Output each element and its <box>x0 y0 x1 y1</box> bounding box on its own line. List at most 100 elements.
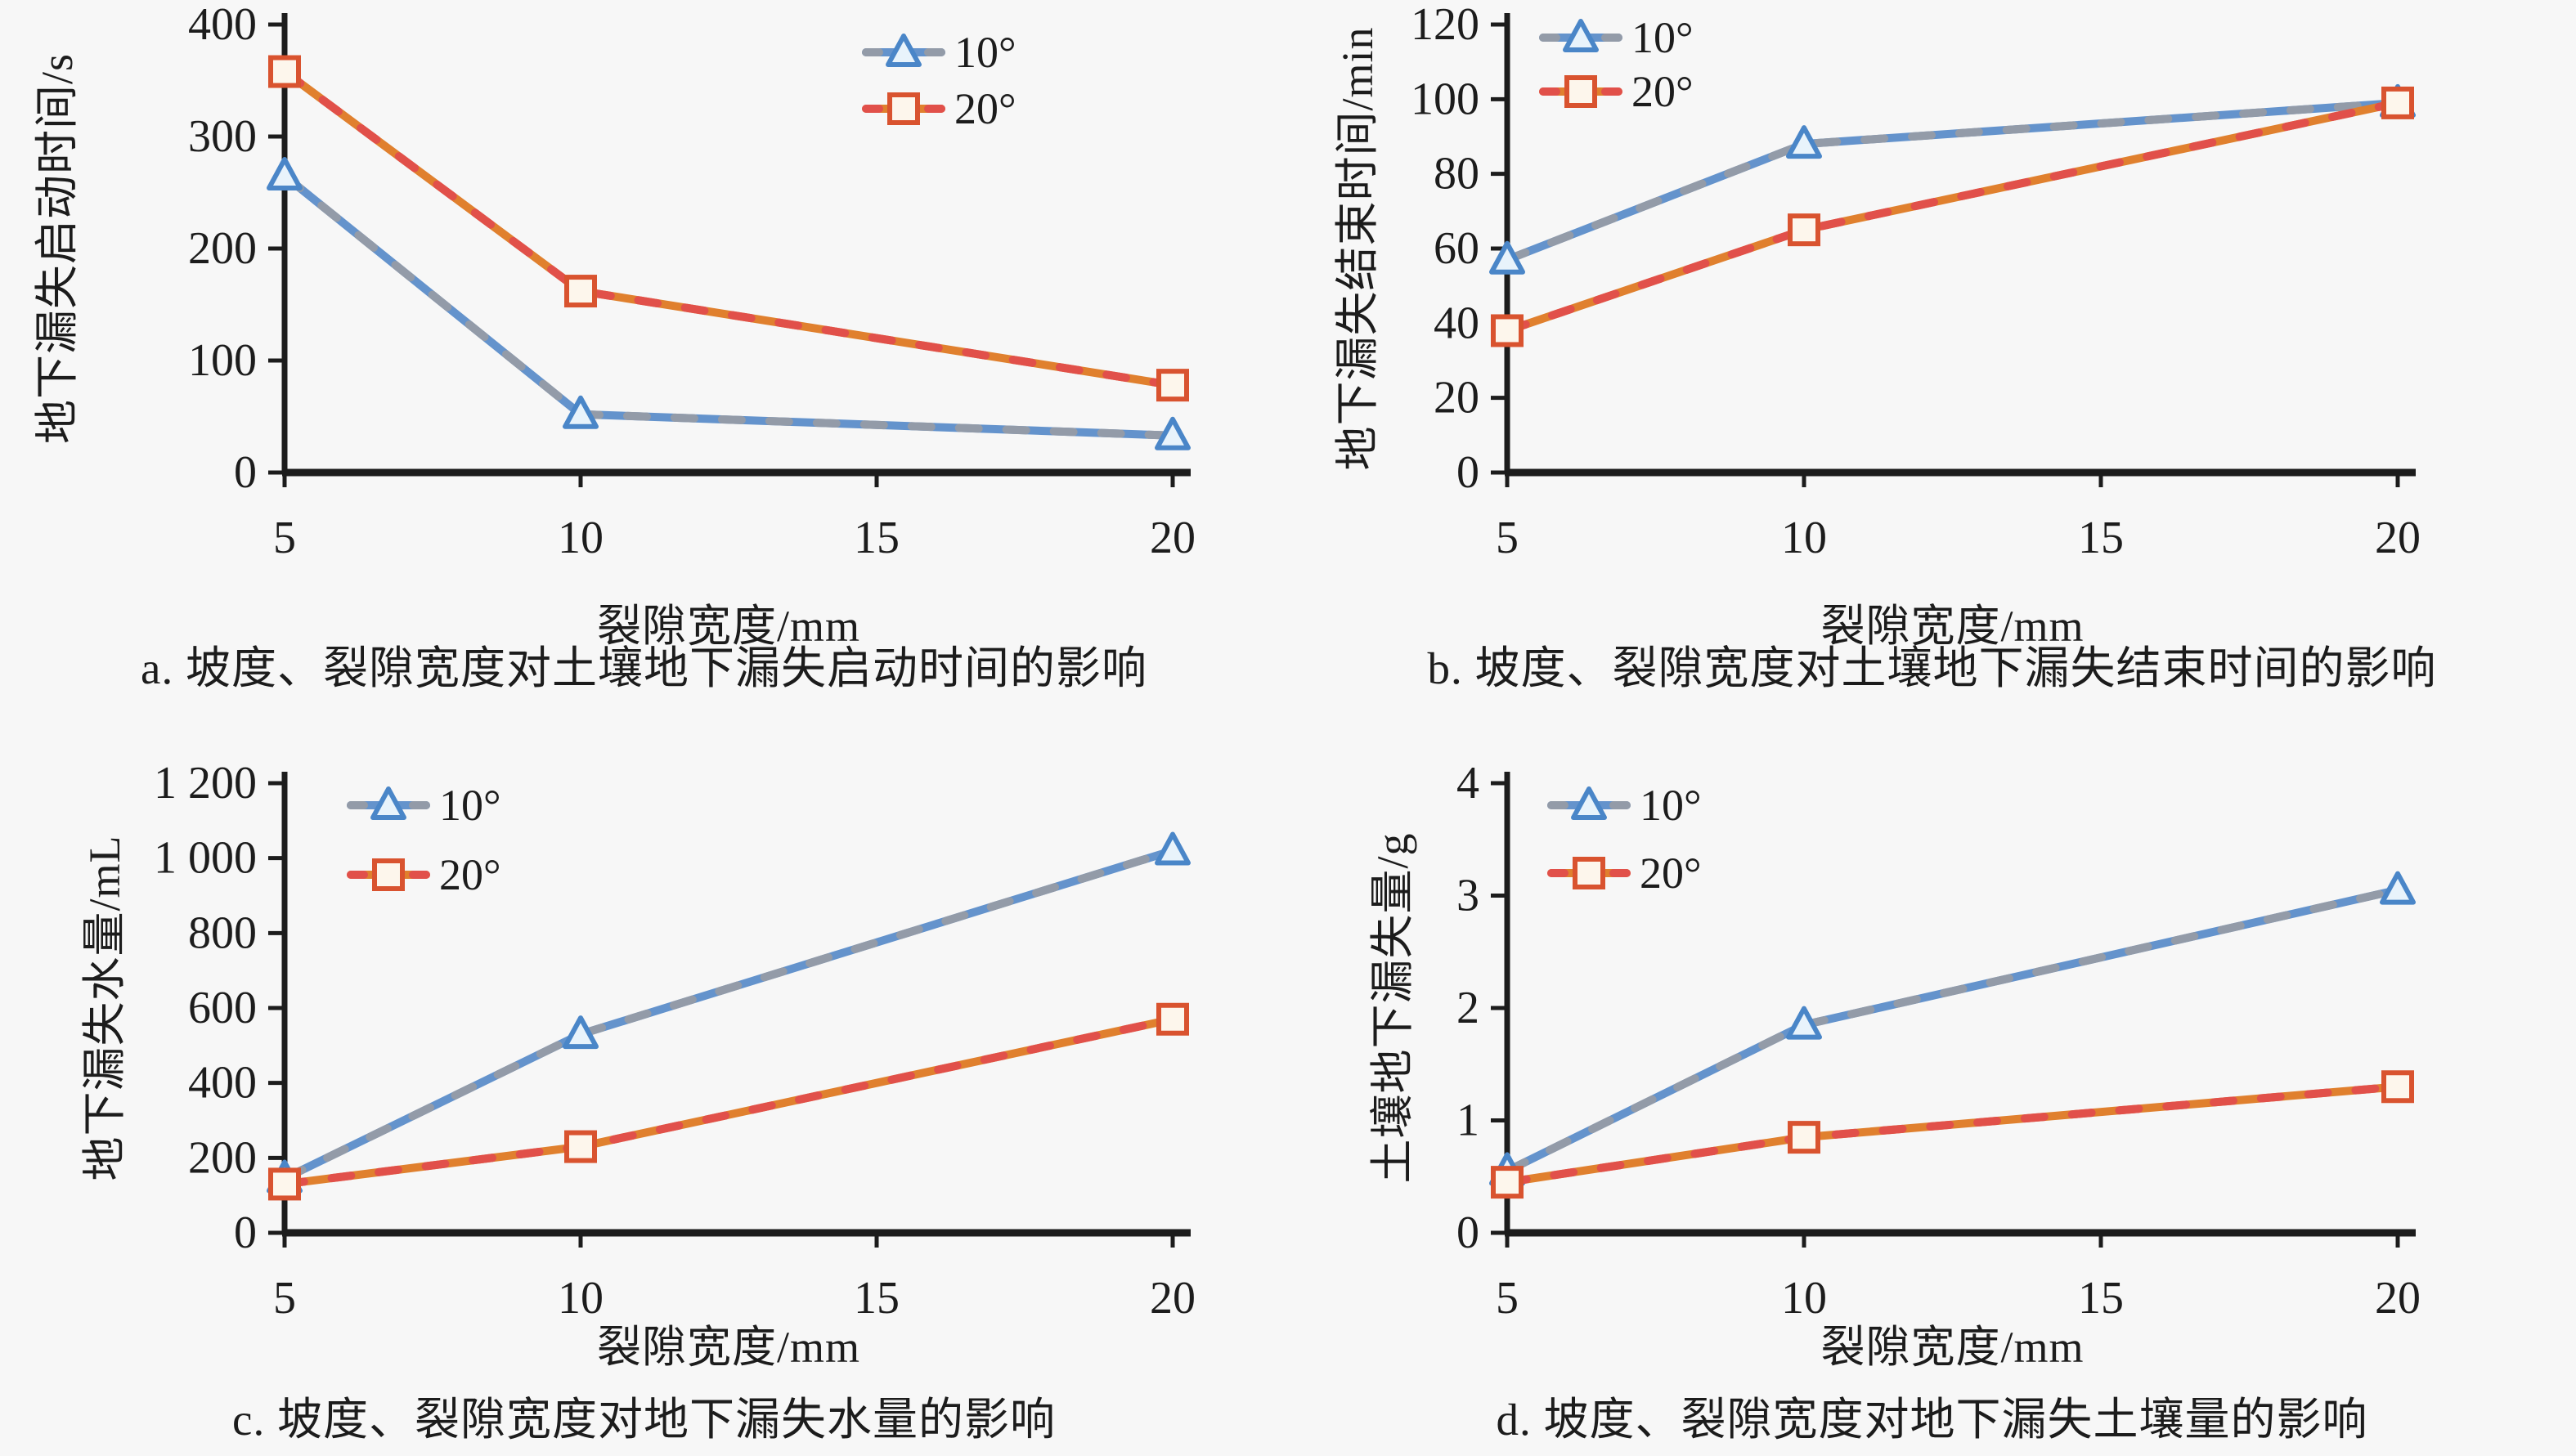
series-10°-marker <box>563 395 599 429</box>
legend-10°-label: 10° <box>439 781 501 830</box>
series-10°-marker <box>563 1015 599 1050</box>
x-tick-label: 5 <box>1496 513 1519 563</box>
legend-20°-marker <box>1573 857 1605 889</box>
chart-d-svg: 0 1 2 3 4 5 10 15 20 土壤地下漏失量/g 裂隙宽度/mm 10° 20° <box>1368 758 2421 1372</box>
series-10°-line-accent <box>1503 98 2402 264</box>
y-tick-label: 1 <box>1456 1095 1479 1146</box>
series-20°-marker <box>1788 213 1820 247</box>
y-tick-label: 20 <box>1434 373 1479 423</box>
series-10°-line <box>1503 885 2402 1176</box>
legend-10°-label: 10° <box>1631 13 1694 62</box>
series-10°-line <box>280 171 1177 440</box>
x-tick-label: 10 <box>558 1273 604 1324</box>
y-axis-title: 地下漏失水量/mL <box>80 836 129 1181</box>
y-axis-title: 地下漏失启动时间/s <box>33 53 82 444</box>
x-tick-label: 20 <box>1150 1273 1196 1324</box>
chart-c-svg: 0 200 400 600 800 1 000 1 200 5 10 15 20 地下漏失水量/mL 裂… <box>80 758 1196 1372</box>
series-10°-marker <box>1786 125 1822 159</box>
chart-panel-b: 0 20 40 60 80 100 120 5 10 15 20 地下漏失结束时间/min 裂隙宽度/m… <box>1288 0 2576 728</box>
chart-a-caption: a. 坡度、裂隙宽度对土壤地下漏失启动时间的影响 <box>141 643 1147 693</box>
legend-20°-marker <box>887 92 920 125</box>
series-10°-marker <box>1489 240 1525 275</box>
legend-20°-marker <box>1564 75 1597 108</box>
y-tick-label: 3 <box>1456 871 1479 921</box>
x-tick-label: 20 <box>1150 513 1196 563</box>
y-tick-label: 100 <box>188 335 257 386</box>
chart-d-caption: d. 坡度、裂隙宽度对地下漏失土壤量的影响 <box>1496 1395 2368 1445</box>
y-tick-label: 800 <box>188 907 257 958</box>
legend-10°-marker <box>370 786 406 820</box>
y-tick-label: 4 <box>1456 758 1479 809</box>
x-tick-label: 10 <box>1781 513 1827 563</box>
y-tick-label: 60 <box>1434 223 1479 274</box>
y-tick-label: 2 <box>1456 983 1479 1033</box>
series-20°-marker <box>564 1130 597 1163</box>
series-20°-marker <box>2381 86 2414 119</box>
series-10°-line-accent <box>280 171 1177 440</box>
series-10°-marker <box>1155 831 1191 866</box>
y-tick-label: 400 <box>188 1058 257 1109</box>
x-tick-label: 5 <box>1496 1273 1519 1324</box>
series-20°-marker <box>1491 1166 1524 1199</box>
y-tick-label: 400 <box>188 0 257 50</box>
y-tick-label: 200 <box>188 1132 257 1183</box>
series-10°-line <box>280 846 1177 1183</box>
y-axis-title: 土壤地下漏失量/g <box>1368 832 1417 1183</box>
y-tick-label: 1 000 <box>154 833 257 884</box>
y-tick-label: 300 <box>188 111 257 162</box>
y-tick-label: 600 <box>188 983 257 1033</box>
y-tick-label: 0 <box>1456 1207 1479 1258</box>
series-10°-line <box>1503 98 2402 264</box>
legend-10°-marker <box>1563 19 1599 52</box>
series-20°-marker <box>1156 369 1189 402</box>
x-tick-label: 15 <box>854 1273 900 1324</box>
series-20°-line-accent <box>280 67 1177 390</box>
x-axis-title: 裂隙宽度/mm <box>1820 1323 2084 1372</box>
series-20°-marker <box>564 275 597 308</box>
x-tick-label: 20 <box>2375 513 2421 563</box>
series-20°-marker <box>268 55 301 88</box>
y-tick-label: 80 <box>1434 149 1479 199</box>
legend-20°-label: 20° <box>1640 849 1702 898</box>
x-tick-label: 5 <box>273 513 296 563</box>
series-10°-marker <box>267 156 303 190</box>
y-tick-label: 100 <box>1411 74 1479 124</box>
x-tick-label: 5 <box>273 1273 296 1324</box>
series-10°-marker <box>1155 416 1191 450</box>
series-20°-line-accent <box>280 1015 1177 1189</box>
legend-20°-marker <box>372 858 405 891</box>
x-axis-title: 裂隙宽度/mm <box>597 1323 860 1372</box>
chart-panel-a: 0 100 200 300 400 5 10 15 20 地下漏失启动时间/s 裂隙宽度/mm 10°… <box>0 0 1288 728</box>
chart-b-svg: 0 20 40 60 80 100 120 5 10 15 20 地下漏失结束时间/min 裂隙宽度/m… <box>1333 0 2421 651</box>
y-tick-label: 0 <box>234 447 257 498</box>
series-20°-marker <box>268 1167 301 1201</box>
series-20°-line-accent <box>1503 98 2402 335</box>
series-10°-line-accent <box>280 846 1177 1183</box>
x-axis-title: 裂隙宽度/mm <box>1820 602 2084 651</box>
x-tick-label: 20 <box>2375 1273 2421 1324</box>
chart-panel-d: 0 1 2 3 4 5 10 15 20 土壤地下漏失量/g 裂隙宽度/mm 10° 20° d. 坡度… <box>1288 728 2576 1456</box>
series-10°-line-accent <box>1503 885 2402 1176</box>
legend-20°-label: 20° <box>439 850 501 899</box>
legend-20°-label: 20° <box>954 84 1016 133</box>
series-20°-line <box>280 67 1177 390</box>
x-axis-title: 裂隙宽度/mm <box>597 602 860 651</box>
series-20°-marker <box>1788 1121 1820 1154</box>
legend-10°-label: 10° <box>1640 781 1702 830</box>
series-10°-marker <box>2380 871 2416 905</box>
chart-a-svg: 0 100 200 300 400 5 10 15 20 地下漏失启动时间/s 裂隙宽度/mm 10°… <box>33 0 1196 651</box>
x-tick-label: 10 <box>1781 1273 1827 1324</box>
series-20°-marker <box>1491 314 1524 347</box>
y-tick-label: 0 <box>234 1207 257 1258</box>
series-20°-marker <box>1156 1002 1189 1036</box>
chart-panel-c: 0 200 400 600 800 1 000 1 200 5 10 15 20 地下漏失水量/mL 裂… <box>0 728 1288 1456</box>
y-tick-label: 120 <box>1411 0 1479 50</box>
series-10°-marker <box>1786 1006 1822 1040</box>
y-axis-title: 地下漏失结束时间/min <box>1333 26 1382 470</box>
y-tick-label: 200 <box>188 223 257 274</box>
y-tick-label: 1 200 <box>154 758 257 809</box>
x-tick-label: 15 <box>854 513 900 563</box>
legend-20°-label: 20° <box>1631 67 1694 116</box>
chart-b-caption: b. 坡度、裂隙宽度对土壤地下漏失结束时间的影响 <box>1427 643 2437 693</box>
